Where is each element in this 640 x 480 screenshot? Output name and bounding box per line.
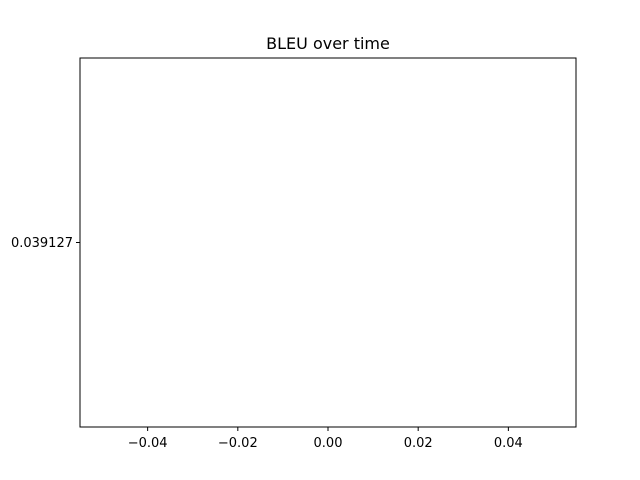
x-tick-label: 0.04 (494, 436, 523, 451)
plot-area (79, 57, 577, 428)
y-axis: 0.039127 (11, 236, 80, 251)
x-tick-label: −0.02 (218, 436, 258, 451)
x-tick-label: 0.00 (314, 436, 343, 451)
x-tick-label: 0.02 (404, 436, 433, 451)
x-tick-label: −0.04 (128, 436, 168, 451)
x-axis: −0.04 −0.02 0.00 0.02 0.04 (128, 427, 523, 451)
chart-title: BLEU over time (266, 34, 390, 53)
y-tick-label: 0.039127 (11, 236, 73, 251)
